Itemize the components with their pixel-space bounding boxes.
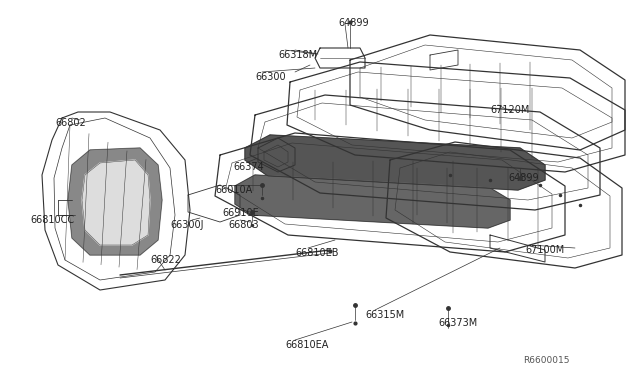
Text: 66373M: 66373M [438,318,477,328]
Text: 66300: 66300 [255,72,285,82]
Text: 66810CC: 66810CC [30,215,74,225]
Polygon shape [68,148,162,255]
Text: 66822: 66822 [150,255,181,265]
Text: 66810EA: 66810EA [285,340,328,350]
Text: 66010A: 66010A [215,185,252,195]
Text: 66318M: 66318M [278,50,317,60]
Text: 66910E: 66910E [222,208,259,218]
Text: 64899: 64899 [338,18,369,28]
Text: 66803: 66803 [228,220,259,230]
Text: 66300J: 66300J [170,220,204,230]
Polygon shape [82,160,150,245]
Text: R6600015: R6600015 [524,356,570,365]
Polygon shape [245,135,545,190]
Text: 67120M: 67120M [490,105,529,115]
Polygon shape [235,175,510,228]
Text: 66374: 66374 [233,162,264,172]
Text: 66315M: 66315M [365,310,404,320]
Text: 66802: 66802 [55,118,86,128]
Text: 64899: 64899 [508,173,539,183]
Text: 67100M: 67100M [525,245,564,255]
Text: 66810EB: 66810EB [295,248,339,258]
